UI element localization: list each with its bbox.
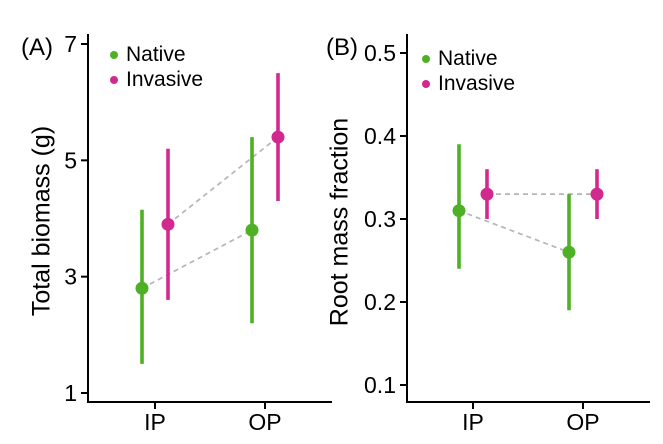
y-tick-label: 0.3 — [364, 206, 396, 232]
y-tick-label: 0.4 — [364, 123, 396, 149]
panel-a-legend: Native Invasive — [110, 42, 203, 92]
panel-a-label: (A) — [21, 34, 53, 61]
point-native-ip — [135, 281, 149, 295]
native-dot-icon — [422, 54, 430, 63]
point-invasive-ip — [480, 187, 494, 201]
panel-b-label: (B) — [326, 34, 358, 61]
x-tick-label-op: OP — [566, 409, 599, 435]
legend-label-native: Native — [438, 47, 498, 70]
point-invasive-op — [271, 130, 285, 144]
connector-line-invasive — [167, 136, 279, 225]
x-tick-label-ip: IP — [144, 409, 166, 435]
invasive-dot-icon — [422, 79, 430, 88]
panel-a: 1 3 5 7 IP OP — [64, 31, 332, 435]
point-native-ip — [452, 204, 466, 218]
legend-label-invasive: Invasive — [126, 68, 204, 91]
y-tick-label: 0.2 — [364, 289, 396, 315]
point-native-op — [245, 223, 259, 237]
legend-item-native: Native — [110, 42, 203, 67]
x-tick-label-ip: IP — [462, 409, 484, 435]
y-tick-label: 1 — [64, 380, 77, 406]
y-tick-label: 7 — [64, 31, 77, 57]
point-invasive-ip — [161, 217, 175, 231]
invasive-dot-icon — [110, 75, 118, 84]
y-tick-label: 5 — [64, 147, 77, 173]
y-tick-label: 0.5 — [364, 40, 396, 66]
point-native-op — [562, 245, 576, 259]
panel-a-y-axis-title: Total biomass (g) — [27, 125, 56, 317]
legend-item-invasive: Invasive — [110, 67, 203, 92]
legend-item-invasive: Invasive — [422, 71, 515, 96]
connector-line-native — [458, 209, 570, 253]
y-tick-label: 3 — [64, 264, 77, 290]
point-invasive-op — [590, 187, 604, 201]
legend-label-native: Native — [126, 43, 186, 66]
panel-b: 0.1 0.2 0.3 0.4 0.5 IP OP — [364, 34, 650, 435]
legend-item-native: Native — [422, 46, 515, 71]
native-dot-icon — [110, 50, 118, 59]
x-tick-label-op: OP — [248, 409, 281, 435]
y-tick-label: 0.1 — [364, 372, 396, 398]
legend-label-invasive: Invasive — [438, 72, 516, 95]
panel-b-y-axis-title: Root mass fraction — [325, 117, 354, 327]
connector-line-native — [141, 229, 253, 290]
panel-b-legend: Native Invasive — [422, 46, 515, 96]
